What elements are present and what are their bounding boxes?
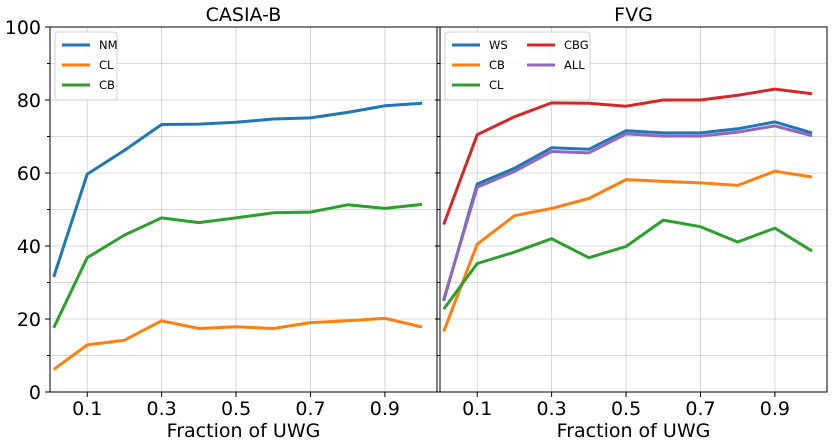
series-line-ws bbox=[442, 120, 813, 302]
x-tick-label: 0.5 bbox=[611, 398, 641, 420]
legend-label-cb: CB bbox=[99, 78, 115, 92]
y-tick-label: 20 bbox=[17, 309, 41, 331]
x-tick-label: 0.7 bbox=[685, 398, 715, 420]
chart-title: FVG bbox=[614, 4, 653, 26]
series-line-nm bbox=[52, 101, 423, 278]
chart-panel-0: 0.1 0.3 0.5 0.7 0.9 0 20 40 60 80 100 CASIA-B Fracti… bbox=[5, 4, 438, 442]
series-line-cl bbox=[52, 316, 423, 371]
series-line-cb bbox=[442, 169, 813, 332]
x-tick-label: 0.9 bbox=[760, 398, 790, 420]
x-tick-label: 0.9 bbox=[370, 398, 400, 420]
legend-label-nm: NM bbox=[99, 38, 118, 52]
series-line-cb bbox=[52, 202, 423, 329]
legend-box bbox=[444, 31, 591, 101]
x-tick-label: 0.1 bbox=[462, 398, 492, 420]
x-tick-label: 0.7 bbox=[295, 398, 325, 420]
legend-label-cl: CL bbox=[99, 58, 114, 72]
legend-label-cl: CL bbox=[489, 78, 504, 92]
chart-panel-1: 0.1 0.3 0.5 0.7 0.9 FVG Fraction of UWG WS CB CL C… bbox=[435, 4, 828, 442]
legend: NM CL CB bbox=[54, 31, 118, 101]
y-tick-label: 100 bbox=[5, 17, 41, 39]
series-line-cbg bbox=[442, 87, 813, 226]
x-axis-label: Fraction of UWG bbox=[167, 420, 321, 442]
x-tick-label: 0.3 bbox=[147, 398, 177, 420]
series-line-all bbox=[442, 124, 813, 300]
series-line-cl bbox=[442, 218, 813, 310]
x-tick-label: 0.5 bbox=[221, 398, 251, 420]
legend: WS CB CL CBG ALL bbox=[444, 31, 591, 101]
y-tick-label: 80 bbox=[17, 90, 41, 112]
y-tick-label: 0 bbox=[29, 382, 41, 404]
y-tick-label: 60 bbox=[17, 163, 41, 185]
x-tick-label: 0.3 bbox=[537, 398, 567, 420]
legend-label-ws: WS bbox=[489, 38, 508, 52]
x-axis-label: Fraction of UWG bbox=[557, 420, 711, 442]
legend-label-all: ALL bbox=[564, 58, 585, 72]
y-tick-label: 40 bbox=[17, 236, 41, 258]
legend-label-cbg: CBG bbox=[564, 38, 589, 52]
chart-title: CASIA-B bbox=[206, 4, 282, 26]
legend-label-cb: CB bbox=[489, 58, 505, 72]
x-tick-label: 0.1 bbox=[72, 398, 102, 420]
